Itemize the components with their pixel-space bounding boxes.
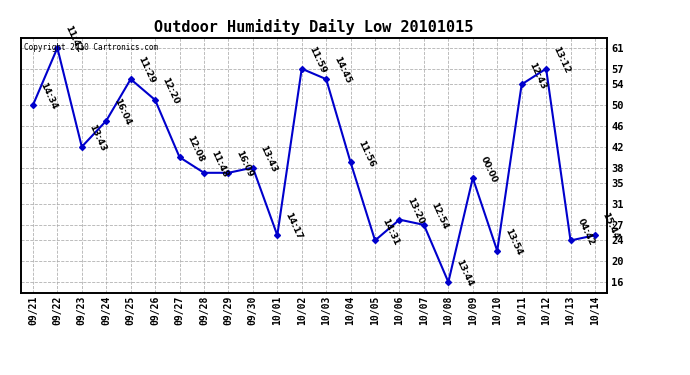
Text: 15:44: 15:44 <box>600 211 621 242</box>
Text: 13:43: 13:43 <box>259 144 279 174</box>
Text: 13:54: 13:54 <box>503 227 523 257</box>
Text: 13:12: 13:12 <box>552 45 572 75</box>
Text: 14:34: 14:34 <box>39 81 59 111</box>
Text: 13:20: 13:20 <box>405 196 425 226</box>
Text: 14:31: 14:31 <box>381 217 401 247</box>
Text: 13:43: 13:43 <box>88 123 108 153</box>
Text: 11:56: 11:56 <box>356 139 377 169</box>
Text: 16:09: 16:09 <box>234 149 254 179</box>
Text: 11:42: 11:42 <box>63 24 83 54</box>
Text: 12:54: 12:54 <box>429 201 450 231</box>
Text: 11:29: 11:29 <box>136 56 157 85</box>
Text: 00:00: 00:00 <box>478 155 498 184</box>
Text: Copyright 2010 Cartronics.com: Copyright 2010 Cartronics.com <box>23 43 158 52</box>
Text: 14:17: 14:17 <box>283 211 303 242</box>
Title: Outdoor Humidity Daily Low 20101015: Outdoor Humidity Daily Low 20101015 <box>155 19 473 35</box>
Text: 14:45: 14:45 <box>332 56 352 85</box>
Text: 12:08: 12:08 <box>185 134 206 164</box>
Text: 12:20: 12:20 <box>161 76 181 106</box>
Text: 16:04: 16:04 <box>112 97 132 127</box>
Text: 12:43: 12:43 <box>527 61 548 90</box>
Text: 13:44: 13:44 <box>454 258 474 288</box>
Text: 11:48: 11:48 <box>210 149 230 179</box>
Text: 11:59: 11:59 <box>307 45 328 75</box>
Text: 04:42: 04:42 <box>576 217 596 247</box>
